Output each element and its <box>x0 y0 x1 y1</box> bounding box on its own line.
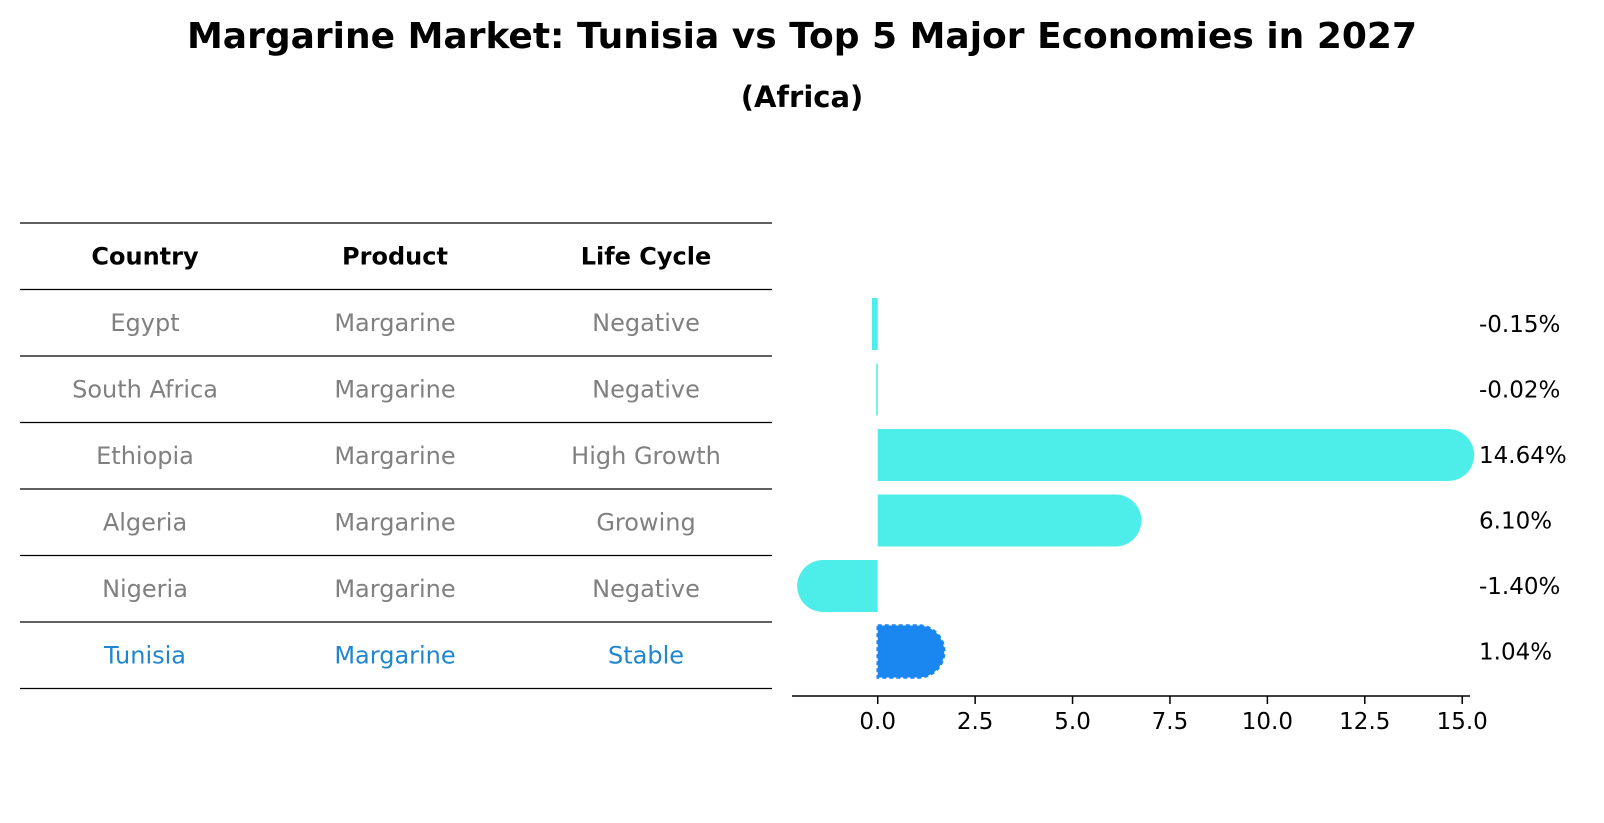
table-cell-country: Algeria <box>103 508 187 536</box>
table-cell-product: Margarine <box>334 442 455 470</box>
x-tick-label: 2.5 <box>957 709 994 735</box>
table-header-product: Product <box>342 242 448 270</box>
table-cell-country: Ethiopia <box>96 442 194 470</box>
table-cell-product: Margarine <box>334 508 455 536</box>
chart-title: Margarine Market: Tunisia vs Top 5 Major… <box>186 16 1418 57</box>
table-header-country: Country <box>91 242 199 270</box>
table-cell-country: Tunisia <box>103 641 186 669</box>
table-cell-life-cycle: Negative <box>592 575 700 603</box>
table-cell-life-cycle: Negative <box>592 375 700 403</box>
x-tick-label: 15.0 <box>1437 709 1488 735</box>
value-label-tunisia: 1.04% <box>1479 640 1552 666</box>
table-cell-life-cycle: Stable <box>608 641 684 669</box>
x-tick-label: 12.5 <box>1339 709 1390 735</box>
table-cell-life-cycle: High Growth <box>571 442 721 470</box>
value-label-algeria: 6.10% <box>1479 509 1552 535</box>
bar-algeria <box>877 494 1142 547</box>
value-label-ethiopia: 14.64% <box>1479 443 1567 469</box>
bar-nigeria <box>797 560 878 612</box>
value-label-south-africa: -0.02% <box>1479 378 1560 404</box>
table-cell-product: Margarine <box>334 309 455 337</box>
bar-south-africa <box>876 363 878 416</box>
value-label-egypt: -0.15% <box>1479 312 1560 338</box>
value-label-nigeria: -1.40% <box>1479 574 1560 600</box>
table-cell-country: Egypt <box>110 309 179 337</box>
table-header-life-cycle: Life Cycle <box>581 242 712 270</box>
table-cell-life-cycle: Growing <box>596 508 695 536</box>
bar-tunisia <box>876 624 946 679</box>
x-tick-label: 7.5 <box>1152 709 1189 735</box>
table-cell-product: Margarine <box>334 641 455 669</box>
table-cell-product: Margarine <box>334 575 455 603</box>
x-tick-label: 0.0 <box>859 709 896 735</box>
chart-subtitle: (Africa) <box>740 80 864 114</box>
table-cell-country: Nigeria <box>102 575 188 603</box>
x-tick-label: 10.0 <box>1242 709 1293 735</box>
table-cell-country: South Africa <box>72 375 218 403</box>
table-cell-life-cycle: Negative <box>592 309 700 337</box>
x-tick-label: 5.0 <box>1054 709 1091 735</box>
table-cell-product: Margarine <box>334 375 455 403</box>
bar-ethiopia <box>877 429 1475 481</box>
bar-egypt <box>871 298 878 350</box>
